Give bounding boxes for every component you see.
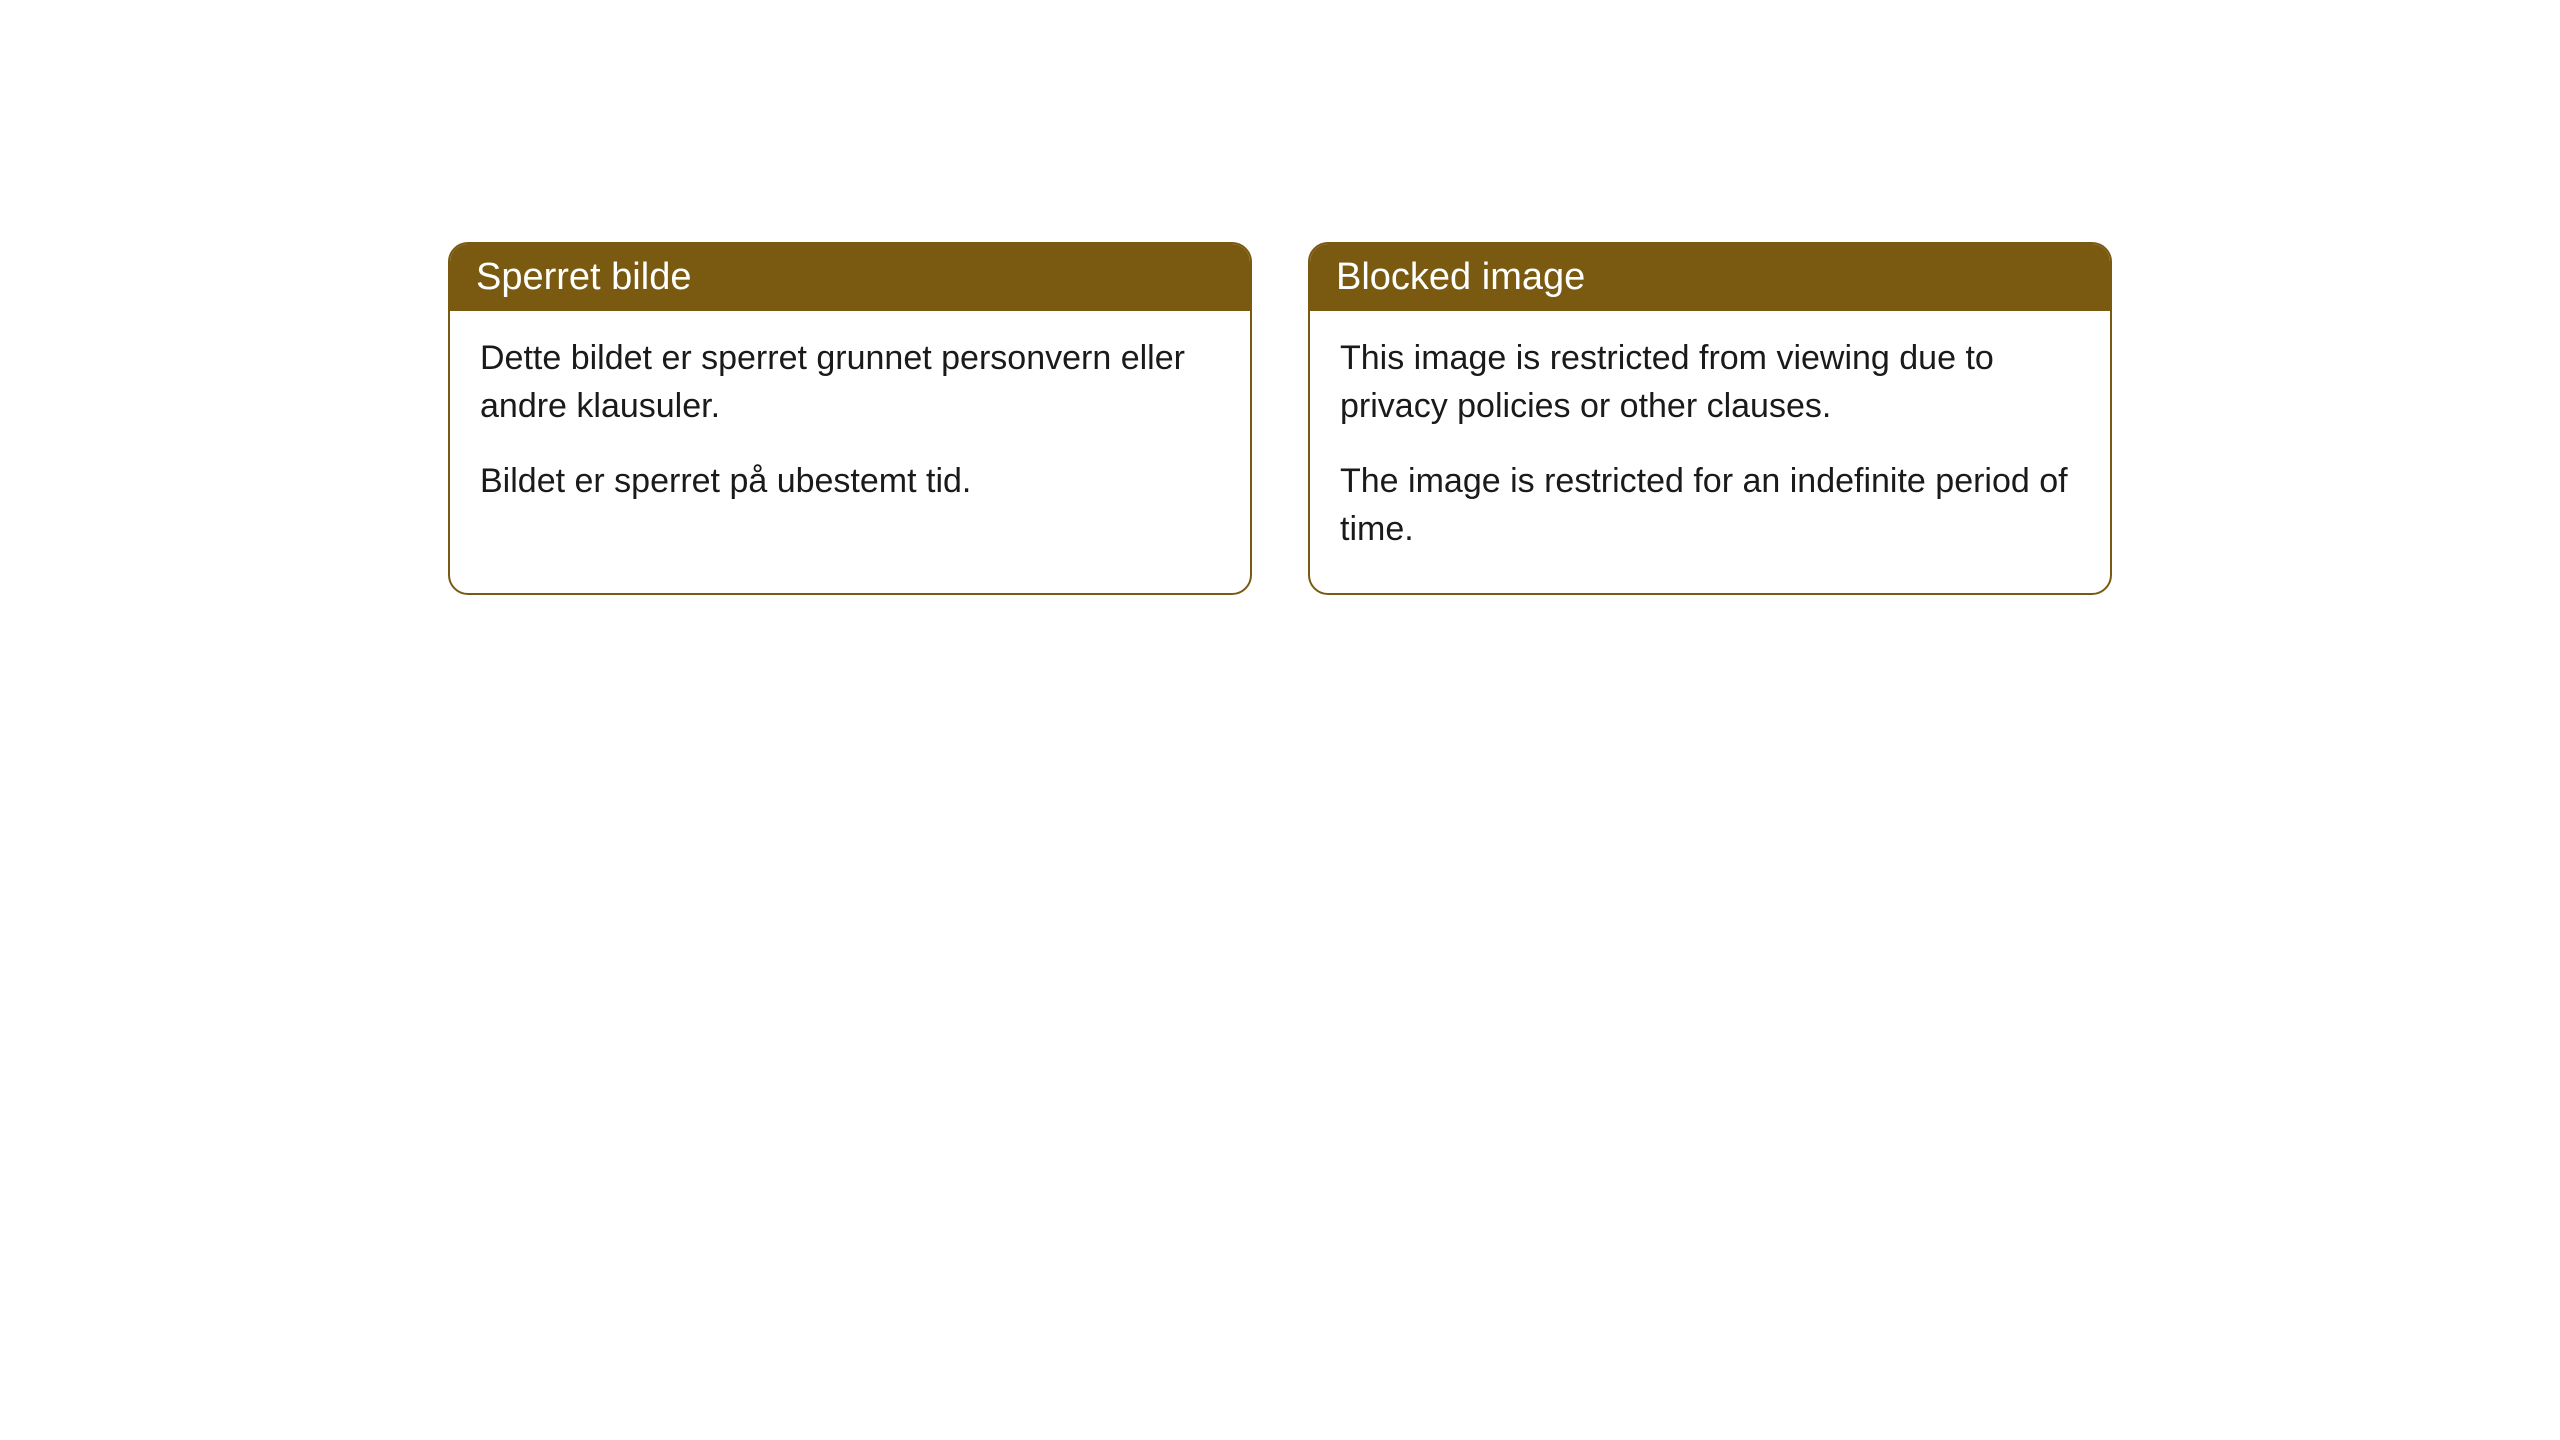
blocked-image-card-english: Blocked image This image is restricted f… bbox=[1308, 242, 2112, 595]
card-paragraph: Bildet er sperret på ubestemt tid. bbox=[480, 458, 1220, 506]
card-paragraph: Dette bildet er sperret grunnet personve… bbox=[480, 335, 1220, 430]
card-title: Blocked image bbox=[1336, 256, 1585, 298]
card-title: Sperret bilde bbox=[476, 256, 691, 298]
blocked-image-card-norwegian: Sperret bilde Dette bildet er sperret gr… bbox=[448, 242, 1252, 595]
card-header: Sperret bilde bbox=[450, 244, 1250, 311]
card-paragraph: This image is restricted from viewing du… bbox=[1340, 335, 2080, 430]
card-header: Blocked image bbox=[1310, 244, 2110, 311]
card-body: Dette bildet er sperret grunnet personve… bbox=[450, 311, 1250, 546]
notice-container: Sperret bilde Dette bildet er sperret gr… bbox=[448, 242, 2112, 595]
card-body: This image is restricted from viewing du… bbox=[1310, 311, 2110, 593]
card-paragraph: The image is restricted for an indefinit… bbox=[1340, 458, 2080, 553]
